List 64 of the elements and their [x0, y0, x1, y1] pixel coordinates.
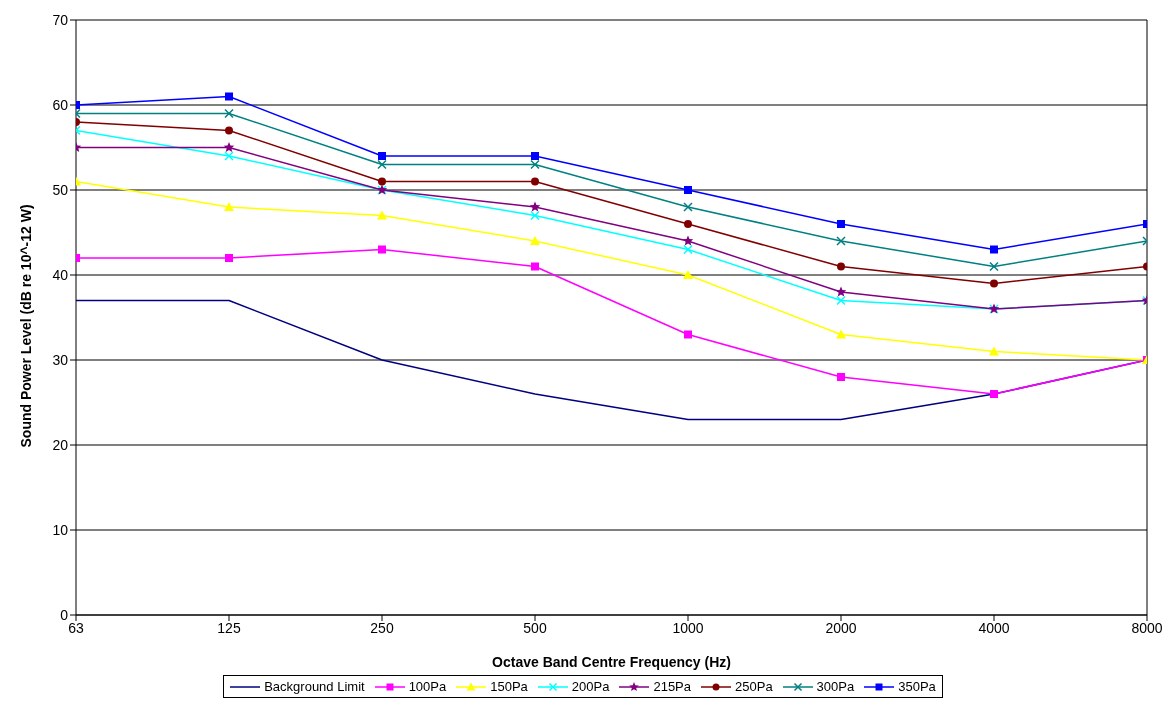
point — [684, 220, 692, 228]
point — [990, 245, 998, 254]
point — [530, 236, 540, 245]
point — [836, 295, 846, 306]
x-tick-label: 8000 — [1131, 619, 1163, 636]
point — [225, 92, 233, 101]
x-tick-label: 63 — [68, 619, 84, 636]
point — [531, 262, 539, 271]
point — [990, 279, 998, 288]
legend-label: 200Pa — [571, 679, 610, 694]
x-tick-label: 2000 — [825, 619, 857, 636]
legend-label: Background Limit — [264, 679, 365, 694]
legend-label: 300Pa — [816, 679, 855, 694]
point — [223, 142, 235, 152]
x-axis-title: Octave Band Centre Frequency (Hz) — [492, 654, 731, 670]
point — [684, 186, 692, 194]
point — [530, 159, 540, 170]
point — [683, 244, 693, 255]
legend-label: 150Pa — [490, 679, 528, 694]
point — [378, 152, 386, 160]
legend-label: 350Pa — [898, 679, 936, 694]
point — [837, 262, 845, 271]
legend-label: 100Pa — [408, 679, 447, 694]
point — [224, 151, 234, 161]
point — [990, 390, 998, 398]
point — [683, 202, 693, 212]
point — [225, 126, 233, 135]
x-tick-label: 250 — [370, 619, 394, 636]
point — [682, 235, 694, 246]
point — [224, 108, 234, 119]
point — [684, 330, 692, 339]
point — [378, 245, 386, 254]
point — [530, 210, 540, 221]
y-tick-label: 0 — [60, 606, 69, 623]
y-tick-label: 70 — [52, 11, 69, 28]
point — [377, 210, 387, 220]
x-tick-label: 125 — [217, 619, 241, 636]
point — [989, 346, 999, 356]
point — [224, 202, 234, 211]
point — [531, 177, 539, 186]
point — [836, 236, 846, 246]
x-tick-label: 4000 — [978, 619, 1010, 636]
y-tick-label: 50 — [52, 181, 69, 198]
legend-label: 250Pa — [735, 679, 773, 694]
point — [225, 254, 233, 262]
point — [837, 373, 845, 381]
point — [989, 261, 999, 272]
y-tick-label: 60 — [52, 96, 69, 113]
point — [531, 152, 539, 160]
y-axis-title: Sound Power Level (dB re 10^-12 W) — [17, 204, 34, 448]
y-tick-label: 30 — [52, 351, 69, 368]
point — [377, 159, 387, 170]
point — [683, 270, 693, 279]
y-tick-label: 40 — [52, 266, 69, 283]
y-tick-label: 20 — [52, 436, 69, 453]
point — [529, 201, 541, 212]
point — [835, 286, 847, 297]
legend-label: 215Pa — [653, 679, 692, 694]
x-tick-label: 1000 — [672, 619, 704, 636]
point — [836, 329, 846, 339]
y-tick-label: 10 — [52, 521, 69, 538]
point — [837, 220, 845, 228]
x-tick-label: 500 — [523, 619, 547, 636]
point — [378, 177, 386, 186]
